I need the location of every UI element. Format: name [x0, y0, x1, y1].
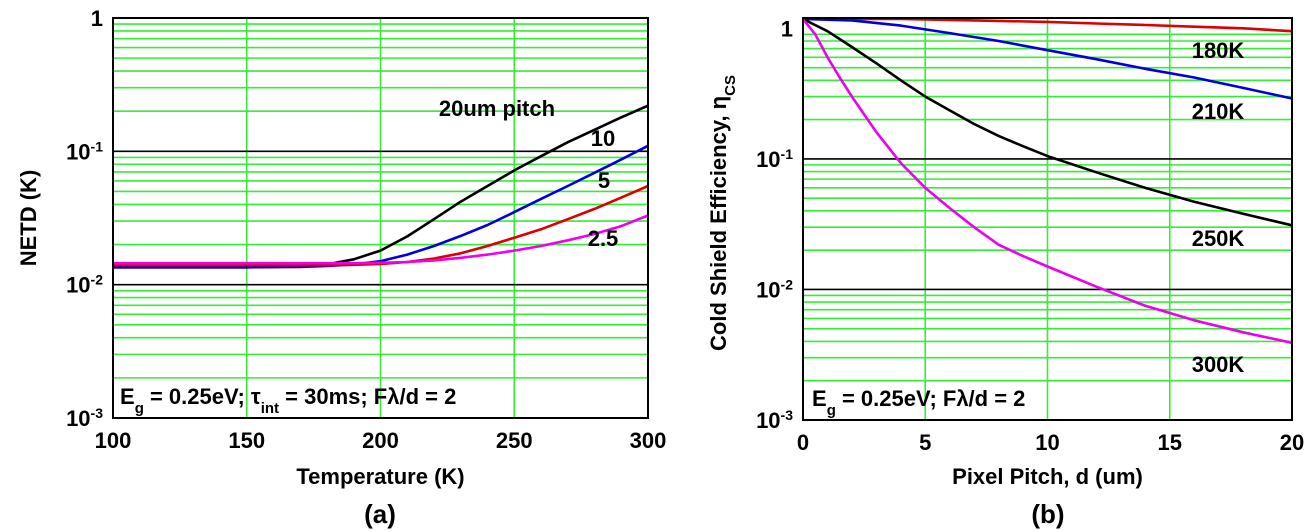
x-tick-label: 10 [1035, 430, 1059, 455]
series-label: 180K [1192, 38, 1245, 63]
y-tick-label: 10-2 [66, 272, 103, 298]
x-tick-label: 100 [95, 428, 132, 453]
series-line [802, 17, 1293, 227]
x-tick-label: 200 [362, 428, 399, 453]
series-line [802, 17, 1293, 100]
series-label: 20um pitch [439, 96, 555, 121]
x-tick-label: 15 [1158, 430, 1182, 455]
series-line [801, 18, 1293, 345]
y-axis-label: Cold Shield Efficiency, ηCS [706, 75, 739, 351]
y-tick-label: 10-3 [756, 407, 793, 433]
x-tick-label: 0 [797, 430, 809, 455]
series-label: 2.5 [588, 226, 619, 251]
parameter-annotation: Eg = 0.25eV; τint = 30ms; Fλ/d = 2 [120, 384, 456, 417]
series-label: 10 [591, 126, 615, 151]
y-tick-label: 1 [91, 6, 103, 31]
x-tick-label: 5 [919, 430, 931, 455]
chart-panel-a: 100 150 200 250 300 1 10-1 10-2 10-3 20um pitch 10… [16, 6, 666, 529]
x-tick-label: 20 [1280, 430, 1304, 455]
plot-frame [112, 17, 649, 419]
chart-panel-b: 0 5 10 15 20 1 10-1 10-2 10-3 180K 210K 250K 300K Eg … [706, 16, 1304, 529]
x-tick-label: 150 [228, 428, 265, 453]
y-tick-label: 1 [781, 16, 793, 41]
x-axis-label: Pixel Pitch, d (um) [952, 464, 1143, 489]
y-tick-label: 10-1 [756, 146, 793, 172]
parameter-annotation: Eg = 0.25eV; Fλ/d = 2 [812, 386, 1025, 419]
series-label: 300K [1192, 352, 1245, 377]
panel-label: (a) [364, 499, 396, 529]
y-tick-label: 10-2 [756, 276, 793, 302]
panel-label: (b) [1031, 499, 1064, 529]
x-tick-label: 300 [630, 428, 667, 453]
series-label: 250K [1192, 226, 1245, 251]
x-axis-label: Temperature (K) [296, 464, 464, 489]
plot-frame [802, 17, 1293, 421]
series-label: 5 [598, 168, 610, 193]
y-axis-label: NETD (K) [16, 170, 41, 267]
series-line [113, 214, 649, 265]
y-tick-label: 10-3 [66, 405, 103, 431]
x-tick-label: 250 [496, 428, 533, 453]
series-label: 210K [1192, 99, 1245, 124]
series-line [113, 184, 649, 267]
y-tick-label: 10-1 [66, 138, 103, 164]
